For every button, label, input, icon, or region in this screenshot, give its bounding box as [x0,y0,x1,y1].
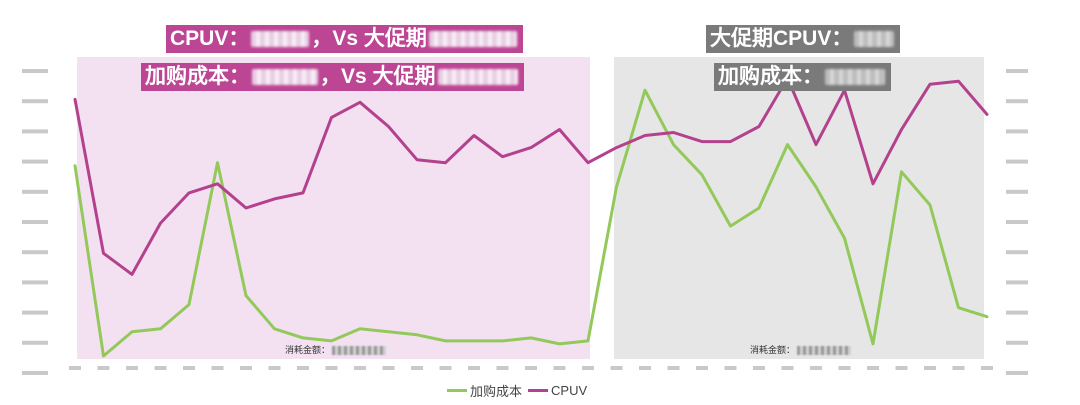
left-axis-tick-mark [22,189,48,194]
right-axis-tick-mark [1006,159,1028,164]
x-axis-tick-mark [325,366,338,370]
legend-swatch-cpuv [528,389,549,392]
left-cpuv-label: CPUV： [170,27,250,50]
redacted-value [332,346,387,356]
legend-item-cpuv: CPUV [528,383,587,398]
right-axis-tick-mark [1006,69,1028,73]
x-axis-tick-mark [496,366,509,370]
right-axis-tick-mark [1006,280,1028,285]
left-axis-tick-mark [22,129,48,134]
x-axis-tick-mark [753,366,765,370]
left-axis-tick-mark [22,69,48,73]
right-cpuv-callout: 大促期CPUV： [706,25,901,53]
left-cost-compare-label: ，Vs 大促期 [320,65,436,88]
right-axis-tick-mark [1006,371,1028,375]
right-spend-label: 消耗金额： [750,343,852,356]
x-axis-tick-mark [525,366,537,370]
x-axis-tick-mark [382,366,395,370]
left-cost-callout: 加购成本： ，Vs 大促期 [141,63,524,91]
legend-item-cost: 加购成本 [447,381,522,400]
legend-label-cpuv: CPUV [551,383,588,398]
right-cpuv-label: 大促期CPUV： [710,27,853,50]
legend-swatch-cost [447,389,467,392]
x-axis-tick-mark [667,366,680,370]
x-axis-tick-mark [354,366,366,370]
left-axis-tick-mark [22,220,48,224]
x-axis-tick-mark [610,366,623,370]
x-axis-tick-mark [582,366,594,370]
x-axis-tick-mark [639,366,651,370]
x-axis-tick-mark [411,366,423,370]
x-axis-ticks [69,366,993,370]
left-cpuv-compare-label: ，Vs 大促期 [311,27,427,50]
left-axis-tick-mark [22,371,48,375]
right-axis-tick-mark [1006,99,1028,104]
left-axis-tick-mark [22,340,48,345]
x-axis-tick-mark [867,366,879,370]
x-axis-tick-mark [895,366,908,370]
left-axis-ticks [22,69,48,375]
redacted-value [825,69,885,86]
left-axis-tick-mark [22,159,48,164]
x-axis-tick-mark [69,366,81,370]
x-axis-tick-mark [696,366,708,370]
redacted-value [252,69,318,86]
campaign-period-highlight [77,57,590,359]
right-cost-callout: 加购成本： [714,63,891,91]
x-axis-tick-mark [724,366,737,370]
x-axis-tick-mark [97,366,110,370]
x-axis-tick-mark [211,366,224,370]
series-line-cpuv [73,76,989,276]
chart-legend: 加购成本 CPUV [447,381,587,400]
left-axis-tick-mark [22,250,48,255]
redacted-value [251,31,310,48]
redacted-value [797,346,852,356]
x-axis-tick-mark [553,366,566,370]
x-axis-tick-mark [183,366,195,370]
right-axis-tick-mark [1006,310,1028,315]
x-axis-tick-mark [297,366,309,370]
right-axis-tick-mark [1006,189,1028,194]
series-line-cost [73,88,989,358]
x-axis-tick-mark [268,366,281,370]
x-axis-tick-mark [952,366,965,370]
x-axis-tick-mark [781,366,794,370]
redacted-value [854,31,895,48]
left-cpuv-callout: CPUV： ，Vs 大促期 [166,25,523,53]
left-axis-tick-mark [22,280,48,285]
left-axis-tick-mark [22,310,48,315]
x-axis-tick-mark [468,366,480,370]
x-axis-tick-mark [240,366,252,370]
x-axis-tick-mark [439,366,452,370]
right-axis-tick-mark [1006,250,1028,255]
right-axis-tick-mark [1006,220,1028,224]
right-spend-text: 消耗金额： [750,345,796,355]
left-cost-label: 加购成本： [145,65,250,88]
x-axis-tick-mark [838,366,851,370]
right-axis-ticks [1006,69,1028,375]
x-axis-tick-mark [810,366,822,370]
redacted-value [437,69,518,86]
legend-label-cost: 加购成本 [470,384,523,399]
x-axis-tick-mark [981,366,993,370]
redacted-value [428,31,517,48]
left-spend-text: 消耗金额： [285,345,331,355]
x-axis-tick-mark [126,366,138,370]
left-axis-tick-mark [22,99,48,104]
x-axis-tick-mark [154,366,167,370]
right-cost-label: 加购成本： [718,65,823,88]
left-spend-label: 消耗金额： [285,343,387,356]
right-axis-tick-mark [1006,129,1028,134]
right-axis-tick-mark [1006,340,1028,345]
x-axis-tick-mark [924,366,936,370]
